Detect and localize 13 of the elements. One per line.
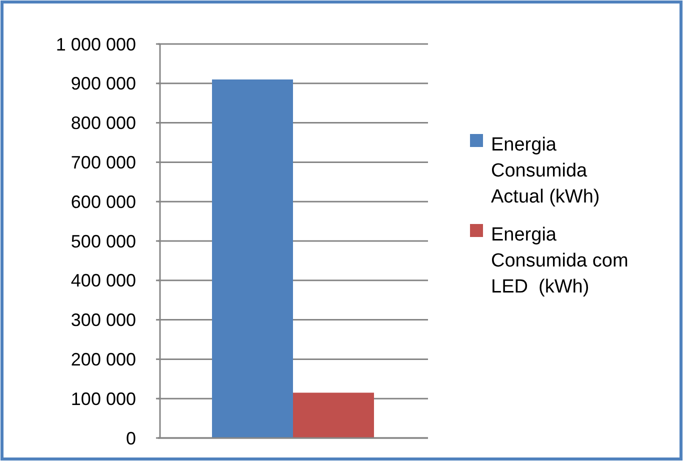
y-tick-label: 0 xyxy=(126,428,136,448)
y-tick-label: 700 000 xyxy=(70,152,136,172)
y-tick-label: 100 000 xyxy=(70,388,136,409)
legend-label: Energia Consumida Actual (kWh) xyxy=(491,134,600,208)
y-tick-label: 600 000 xyxy=(70,192,136,212)
y-tick-label: 1 000 000 xyxy=(56,34,136,54)
y-tick-label: 400 000 xyxy=(70,270,136,291)
y-tick-label: 200 000 xyxy=(70,350,136,370)
legend-label: Energia Consumida com LED (kWh) xyxy=(491,224,628,298)
y-tick-label: 300 000 xyxy=(70,310,136,330)
y-tick-label: 900 000 xyxy=(70,74,136,94)
y-tick-label: 800 000 xyxy=(70,113,136,134)
y-tick-label: 500 000 xyxy=(70,231,136,252)
